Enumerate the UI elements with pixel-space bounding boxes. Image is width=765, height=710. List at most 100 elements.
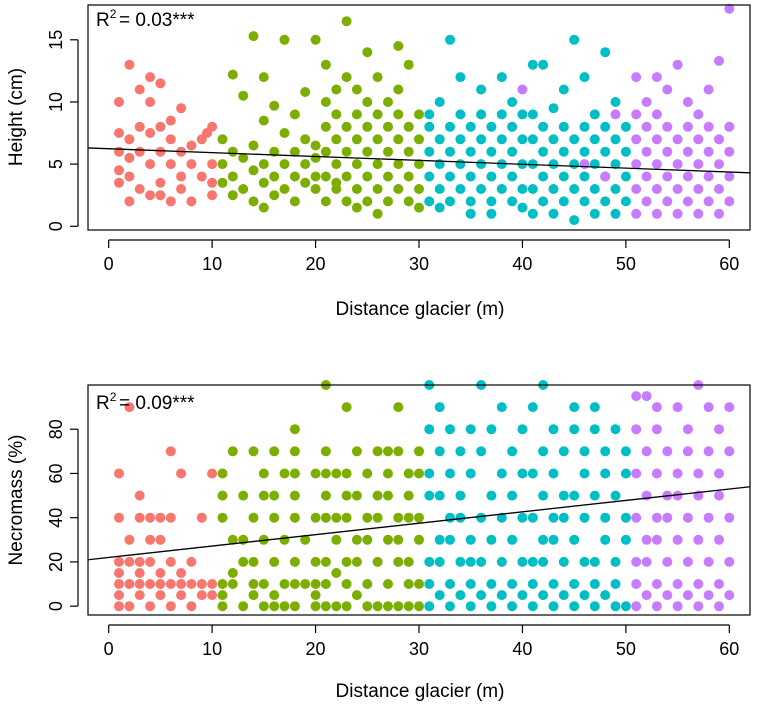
height-point-g1-31 (300, 159, 311, 170)
height-point-g3-34 (486, 208, 497, 219)
necro-point-g4-22 (558, 446, 569, 457)
height-point-g3-33 (486, 121, 497, 132)
height-point-g0-22 (155, 78, 166, 89)
height-point-g5-45 (714, 134, 724, 145)
height-point-g1-32 (300, 177, 311, 188)
necro-point-g0-43 (207, 590, 218, 601)
necro-point-g4-31 (579, 512, 590, 523)
height-point-g3-41 (507, 171, 518, 182)
height-point-g4-16 (558, 196, 569, 207)
necro-point-g2-27 (362, 534, 373, 545)
necro-point-g1-20 (258, 579, 269, 589)
height-point-g3-10 (445, 171, 455, 182)
necro-x-tick-label-40: 40 (512, 639, 532, 659)
necro-point-g3-44 (496, 402, 507, 413)
necro-point-g0-0 (114, 601, 124, 612)
height-point-g0-29 (176, 171, 187, 182)
height-point-g2-50 (403, 196, 414, 207)
height-point-g3-42 (507, 146, 518, 157)
necro-point-g1-7 (227, 568, 238, 578)
necro-point-g0-36 (176, 468, 187, 479)
necromass-panel: 0 10 20 30 40 50 60 0 20 40 60 80 Distance glacier… (6, 380, 751, 702)
necro-point-g5-3 (631, 512, 642, 523)
height-point-g3-21 (465, 171, 476, 182)
necro-point-g5-24 (662, 446, 673, 457)
height-x-tick-label-40: 40 (512, 254, 532, 274)
height-point-g2-14 (341, 146, 352, 157)
height-point-g0-21 (155, 121, 166, 132)
height-point-g5-34 (693, 159, 704, 170)
necro-point-g0-42 (196, 512, 207, 523)
height-point-g2-2 (320, 146, 331, 157)
height-point-g0-38 (207, 159, 218, 170)
height-point-g1-13 (248, 196, 259, 207)
necro-point-g4-53 (620, 468, 631, 479)
necro-point-g5-21 (662, 556, 673, 567)
necro-point-g4-1 (527, 579, 538, 589)
necro-point-g1-13 (238, 490, 249, 501)
height-point-g4-48 (620, 146, 631, 157)
necro-point-g1-32 (279, 534, 290, 545)
height-point-g0-4 (114, 97, 124, 107)
necro-point-g1-22 (258, 490, 269, 501)
height-point-g3-1 (424, 171, 435, 182)
height-point-g2-0 (320, 196, 331, 207)
necro-point-g0-14 (134, 568, 145, 578)
necro-point-g2-26 (362, 579, 373, 589)
height-point-g2-5 (320, 59, 331, 70)
height-point-g0-27 (165, 196, 176, 207)
height-point-g4-34 (589, 134, 600, 145)
necro-point-g3-50 (517, 590, 528, 601)
necro-point-g2-6 (320, 446, 331, 457)
necro-point-g2-39 (383, 468, 393, 479)
necro-point-g2-29 (362, 468, 373, 479)
necromass-r2-symbol: R2 (96, 390, 117, 414)
height-point-g3-11 (445, 146, 455, 157)
height-point-g1-9 (238, 90, 249, 101)
necro-point-g2-22 (351, 534, 362, 545)
height-point-g3-35 (496, 184, 507, 194)
height-point-g5-25 (672, 134, 683, 145)
height-point-g4-29 (579, 121, 590, 132)
height-point-g1-19 (269, 171, 280, 182)
necro-point-g5-44 (703, 512, 714, 523)
necro-point-g2-28 (362, 512, 373, 523)
height-x-axis-label: Distance glacier (m) (336, 299, 505, 320)
height-point-g1-5 (227, 190, 238, 201)
necro-point-g3-0 (424, 601, 435, 612)
necro-point-g5-56 (724, 446, 735, 457)
height-point-g2-40 (383, 196, 393, 207)
necro-point-g0-39 (186, 556, 197, 567)
height-point-g2-24 (362, 171, 373, 182)
height-point-g2-27 (362, 97, 373, 107)
height-point-g1-21 (269, 100, 280, 111)
height-point-g5-39 (703, 146, 714, 157)
height-point-g5-35 (693, 134, 704, 145)
height-r2-symbol: R2 (96, 7, 117, 31)
necro-point-g4-17 (548, 424, 559, 435)
necro-point-g1-14 (248, 590, 259, 601)
height-point-g4-17 (558, 171, 569, 182)
necro-point-g1-1 (217, 590, 228, 601)
necro-point-g0-9 (124, 556, 135, 567)
necro-point-g2-58 (414, 446, 424, 457)
necro-point-g5-15 (651, 534, 662, 545)
necro-point-g1-25 (269, 590, 280, 601)
height-point-g1-20 (269, 146, 280, 157)
necro-point-g2-30 (372, 601, 383, 612)
height-point-g1-27 (289, 171, 300, 182)
necro-point-g3-1 (424, 579, 435, 589)
height-point-g0-40 (207, 190, 218, 201)
height-point-g2-36 (383, 171, 393, 182)
height-point-g4-40 (600, 47, 611, 58)
height-point-g1-16 (258, 115, 269, 126)
height-point-g4-46 (620, 196, 631, 207)
height-point-g2-29 (362, 196, 373, 207)
height-point-g1-7 (238, 152, 249, 163)
necro-point-g3-9 (434, 534, 445, 545)
height-point-g2-49 (403, 121, 414, 132)
necro-point-g1-23 (258, 468, 269, 479)
height-point-g2-46 (393, 84, 404, 95)
necro-x-tick-label-10: 10 (202, 639, 222, 659)
height-point-g5-37 (703, 196, 714, 207)
